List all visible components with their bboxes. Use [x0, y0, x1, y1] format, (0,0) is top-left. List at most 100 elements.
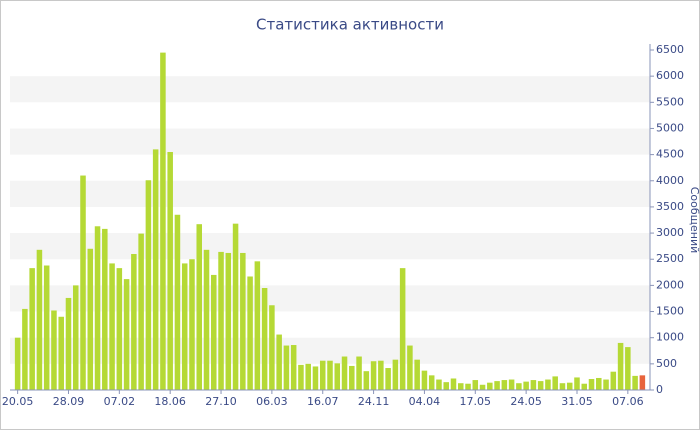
bar	[414, 359, 420, 390]
bar	[443, 382, 449, 390]
x-tick-label: 07.02	[104, 395, 136, 408]
bar	[211, 274, 217, 390]
bar	[632, 375, 638, 390]
bar	[407, 345, 413, 390]
bar	[225, 252, 232, 390]
x-tick-label: 27.10	[205, 395, 237, 408]
bar	[80, 175, 86, 390]
bar	[72, 285, 79, 390]
x-tick-label: 16.07	[307, 395, 339, 408]
chart-title: Статистика активности	[256, 16, 444, 34]
bar	[36, 249, 43, 390]
x-tick-label: 07.06	[612, 395, 644, 408]
bar	[283, 345, 290, 390]
bar	[181, 263, 188, 390]
bar	[261, 288, 268, 390]
bar	[102, 228, 108, 390]
x-tick-label: 20.05	[2, 395, 34, 408]
bar	[167, 152, 173, 390]
bar	[574, 377, 580, 390]
x-tick-label: 06.03	[256, 395, 288, 408]
bar	[334, 363, 341, 390]
y-tick-label: 2500	[656, 252, 684, 265]
bar	[327, 360, 333, 390]
grid-band	[10, 76, 650, 103]
bar	[588, 379, 595, 390]
bar	[610, 371, 617, 390]
bar	[160, 52, 166, 390]
bar	[269, 305, 275, 390]
bar	[457, 383, 464, 390]
bar	[341, 356, 348, 390]
y-tick-label: 0	[656, 383, 663, 396]
bar	[203, 249, 210, 390]
x-tick-label: 17.05	[460, 395, 492, 408]
bar	[385, 368, 391, 390]
y-tick-label: 500	[656, 357, 677, 370]
bar	[399, 268, 406, 390]
bar	[487, 382, 493, 390]
bar	[559, 383, 566, 390]
y-tick-label: 2000	[656, 278, 684, 291]
bar	[428, 375, 435, 390]
y-tick-label: 6500	[656, 43, 684, 56]
bar	[240, 252, 246, 390]
bar	[65, 297, 72, 390]
bar	[305, 363, 311, 390]
x-tick-label: 04.04	[409, 395, 441, 408]
y-tick-label: 6000	[656, 69, 684, 82]
x-tick-label: 18.06	[154, 395, 186, 408]
bar	[319, 360, 326, 390]
y-tick-label: 3500	[656, 200, 684, 213]
bar	[174, 214, 181, 390]
bar	[363, 371, 370, 390]
x-tick-label: 28.09	[53, 395, 85, 408]
bar	[392, 359, 399, 390]
bar	[131, 254, 137, 390]
bar	[87, 248, 94, 390]
y-tick-label: 5000	[656, 121, 684, 134]
bar	[523, 381, 529, 390]
bar	[109, 263, 115, 390]
y-tick-label: 4500	[656, 148, 684, 161]
bar	[312, 366, 319, 390]
bar	[116, 268, 123, 390]
bar	[356, 356, 362, 390]
bar	[639, 375, 646, 390]
bar	[421, 370, 428, 390]
bar	[29, 268, 35, 390]
bar	[196, 224, 203, 390]
bar	[349, 365, 355, 390]
bar	[596, 377, 602, 390]
bar	[145, 180, 152, 390]
bar	[254, 261, 261, 390]
bar	[43, 265, 50, 390]
y-tick-label: 1000	[656, 331, 684, 344]
x-tick-label: 31.05	[561, 395, 593, 408]
bar	[22, 308, 28, 390]
bar	[123, 279, 130, 390]
y-tick-label: 5500	[656, 95, 684, 108]
bar	[370, 361, 377, 390]
bar	[625, 347, 631, 390]
grid-band	[10, 180, 650, 207]
bar	[552, 376, 558, 390]
bar	[508, 379, 515, 390]
bar	[378, 360, 384, 390]
bar	[537, 381, 544, 390]
bar	[450, 378, 457, 390]
bar	[581, 383, 588, 390]
bar	[501, 380, 508, 390]
y-tick-label: 3000	[656, 226, 684, 239]
bar	[58, 316, 64, 390]
x-tick-label: 24.05	[510, 395, 542, 408]
y-axis-label: Сообщений	[688, 187, 700, 254]
bar	[14, 337, 21, 390]
grid-band	[10, 233, 650, 260]
bar	[603, 379, 609, 390]
bar	[617, 342, 624, 390]
bar	[232, 223, 239, 390]
bar	[472, 380, 479, 390]
bar	[298, 364, 304, 390]
